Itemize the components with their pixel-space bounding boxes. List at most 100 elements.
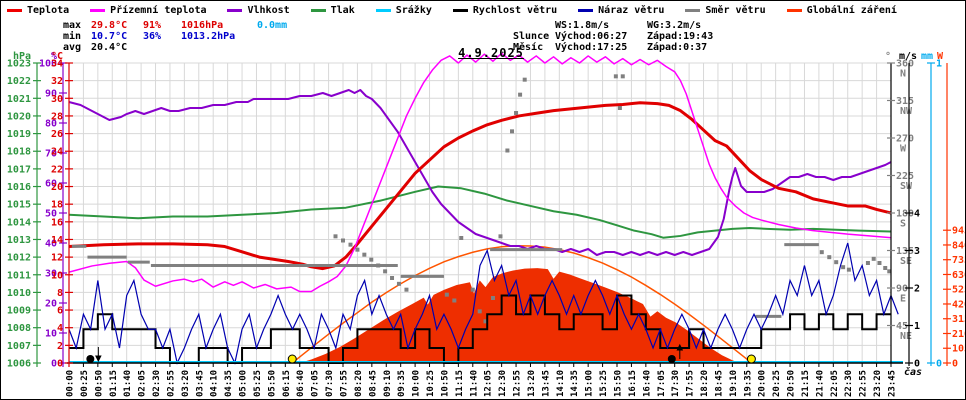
x-tick-label: 14:10 [556, 370, 566, 397]
legend-swatch-icon [375, 8, 391, 12]
x-tick-label: 10:25 [426, 370, 436, 397]
astro-rise: Východ:17:25 [555, 42, 628, 53]
x-tick-label: 07:30 [325, 370, 335, 397]
axis-w: 0 105 210 315 420 525 630 735 840 945 W [937, 51, 966, 370]
legend-item-5: Rychlost větru [452, 5, 557, 16]
x-tick-label: 17:05 [657, 370, 667, 397]
hum-tick-label: 20 [45, 299, 57, 310]
moonrise-icon [667, 355, 676, 363]
hum-tick-label: 50 [45, 209, 57, 220]
hpa-tick-label: 1013 [7, 235, 31, 246]
temp-tick-label: 14 [51, 235, 63, 246]
legend-item-2: Vlhkost [227, 5, 290, 16]
legend-label: Přízemní teplota [110, 4, 207, 16]
w-axis-header: W [937, 51, 944, 62]
x-tick-label: 16:40 [642, 370, 652, 397]
x-tick-label: 01:15 [109, 370, 119, 397]
x-tick-label: 04:35 [224, 370, 234, 397]
series-globalni-zareni-merene [299, 268, 740, 363]
series-prizemni-teplota [68, 52, 892, 293]
x-tick-label: 00:25 [80, 370, 90, 397]
dir-tick-cardinal: NE [900, 331, 912, 342]
x-tick-label: 08:20 [354, 370, 364, 397]
x-tick-label: 17:30 [671, 370, 681, 397]
hpa-tick-label: 1015 [7, 200, 31, 211]
x-tick-label: 03:20 [181, 370, 191, 397]
x-tick-label: 19:35 [743, 370, 753, 397]
mm-tick-label: 1 [936, 59, 942, 70]
astro-row-Slunce: Slunce Východ:06:27 Západ:19:43 [513, 31, 713, 42]
legend-label: Globální záření [806, 4, 897, 16]
temp-tick-label: 28 [51, 111, 63, 122]
temp-tick-label: 16 [51, 217, 63, 228]
x-tick-label: 10:50 [440, 370, 450, 397]
temp-tick-label: 18 [51, 200, 63, 211]
x-tick-label: 07:55 [340, 370, 350, 397]
w-tick-label: 210 [952, 329, 966, 340]
dir-tick-cardinal: NW [900, 106, 913, 117]
stats-block: max 29.8°C 91% 1016hPa 0.0mm min 10.7°C 36% 1013… [63, 20, 307, 53]
legend-item-6: Náraz větru [578, 5, 664, 16]
series-teplota [68, 101, 892, 271]
ms-axis-header: m/s [899, 51, 917, 62]
x-tick-label: 22:55 [859, 370, 869, 397]
dir-tick-degrees: 90 [896, 284, 908, 295]
ms-tick-label: 0 [914, 359, 920, 370]
stats-value: 20.4°C [91, 42, 128, 53]
mm-axis-header: mm [921, 51, 933, 62]
x-tick-label: 00:50 [94, 370, 104, 397]
hum-tick-label: 100 [39, 59, 57, 70]
hum-tick-label: 80 [45, 119, 57, 130]
series-tlak [68, 185, 892, 239]
x-tick-label: 14:35 [570, 370, 580, 397]
series-vlhkost [68, 89, 892, 256]
x-tick-label: 02:30 [152, 370, 162, 397]
x-tick-label: 07:05 [311, 370, 321, 397]
temp-tick-label: 24 [51, 147, 63, 158]
x-tick-label: 11:15 [455, 370, 465, 397]
x-tick-label: 06:40 [296, 370, 306, 397]
hpa-tick-label: 1006 [7, 359, 31, 370]
x-tick-label: 02:05 [138, 370, 148, 397]
legend-swatch-icon [452, 8, 468, 12]
hpa-tick-label: 1019 [7, 129, 31, 140]
hum-tick-label: 40 [45, 239, 57, 250]
dir-tick-degrees: 180 [896, 209, 914, 220]
astro-label: Měsíc [513, 42, 544, 53]
stats-row-avg: avg 20.4°C [63, 42, 307, 53]
temp-tick-label: 22 [51, 164, 63, 175]
x-tick-labels: 00:00 00:25 00:50 01:15 01:40 02:05 02:30 02:55… [66, 370, 898, 397]
ms-tick-label: 2 [914, 284, 920, 295]
sun-moon-markers [86, 343, 756, 364]
hpa-tick-label: 1023 [7, 59, 31, 70]
w-tick-label: 315 [952, 314, 966, 325]
legend-item-4: Srážky [375, 5, 432, 16]
wind-summary-row: WS:1.8m/s WG:3.2m/s [513, 20, 713, 31]
hum-tick-label: 0 [51, 359, 57, 370]
sun-moon-block: WS:1.8m/s WG:3.2m/s Slunce Východ:06:27 Zápa… [513, 20, 713, 53]
stats-row-max: max 29.8°C 91% 1016hPa 0.0mm [63, 20, 307, 31]
w-tick-label: 105 [952, 344, 966, 355]
x-tick-label: 09:35 [397, 370, 407, 397]
x-tick-label: 20:50 [787, 370, 797, 397]
w-tick-label: 840 [952, 240, 966, 251]
time-axis-caption: čas [904, 367, 923, 378]
w-tick-label: 420 [952, 299, 966, 310]
temp-tick-label: 20 [51, 182, 63, 193]
stats-value: 1016hPa [181, 20, 224, 31]
dir-tick-cardinal: W [900, 144, 907, 155]
ms-tick-label: 1 [914, 321, 920, 332]
series-globalni-zareni-teoreticke [291, 245, 752, 364]
legend-swatch-icon [578, 8, 594, 12]
x-tick-label: 08:45 [368, 370, 378, 397]
mm-tick-label: 0 [936, 359, 942, 370]
stats-value: 0.0mm [257, 20, 288, 31]
astro-set: Západ:0:37 [647, 42, 708, 53]
hum-tick-label: 90 [45, 89, 57, 100]
legend-item-8: Globální záření [786, 4, 897, 16]
legend-swatch-icon [7, 8, 22, 12]
axis-hpa: 1006 1007 1008 1009 1010 1011 1012 1013 1014 1015… [7, 51, 41, 370]
